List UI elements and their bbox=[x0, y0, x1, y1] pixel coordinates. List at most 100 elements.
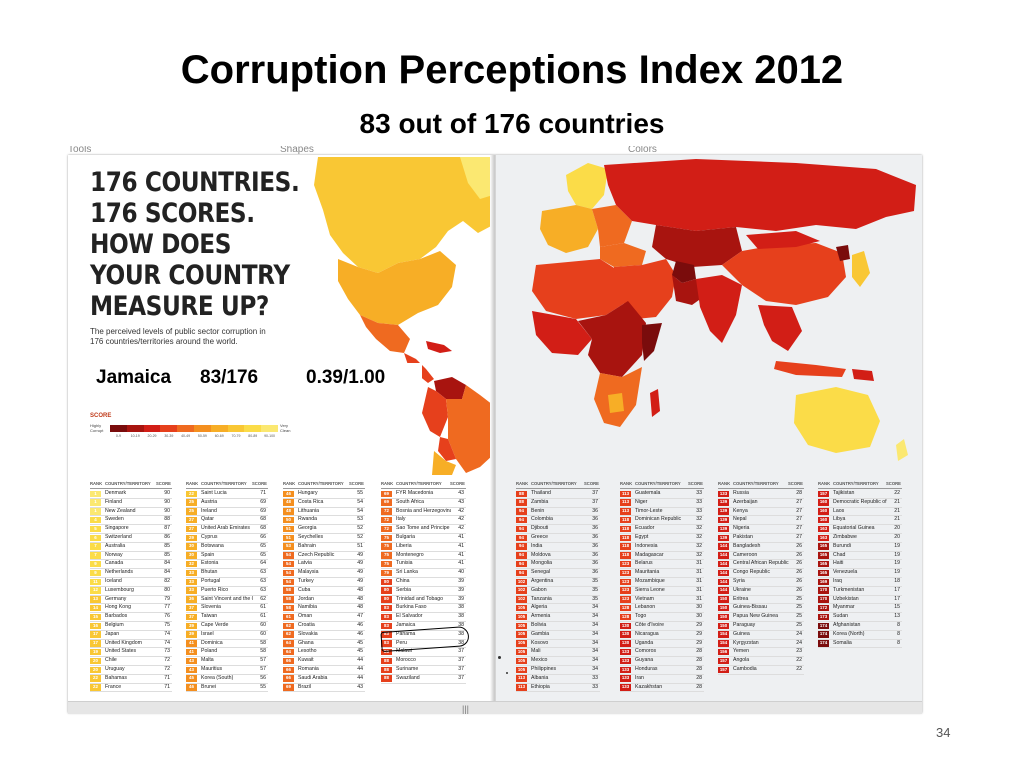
country-name: Belgium bbox=[105, 621, 124, 628]
country-score: 26 bbox=[796, 586, 802, 593]
country-name: Luxembourg bbox=[105, 586, 134, 593]
rank-badge: 6 bbox=[90, 534, 101, 541]
central-asia-shape bbox=[652, 225, 742, 267]
country-name: Russia bbox=[733, 490, 749, 496]
legend-tick-label: 30-39 bbox=[164, 434, 174, 438]
table-row: 169 Iraq 18 bbox=[818, 578, 902, 587]
table-row: 133 Guyana 28 bbox=[620, 657, 704, 666]
country-name: Papua New Guinea bbox=[733, 613, 778, 620]
country-score: 74 bbox=[164, 630, 170, 637]
country-score: 37 bbox=[458, 657, 464, 664]
country-name: Nicaragua bbox=[635, 630, 659, 637]
table-row: 19 United States 73 bbox=[90, 648, 172, 658]
table-row: 1 New Zealand 90 bbox=[90, 508, 172, 517]
stray-mark bbox=[498, 656, 501, 659]
table-row: 48 Costa Rica 54 bbox=[283, 499, 365, 508]
table-row: 118 Egypt 32 bbox=[620, 534, 704, 543]
country-name: Uganda bbox=[635, 639, 654, 646]
table-row: 17 United Kingdom 74 bbox=[90, 640, 172, 649]
madagascar-shape bbox=[650, 389, 660, 417]
table-row: 113 Albania 33 bbox=[516, 675, 600, 684]
slide-title: Corruption Perceptions Index 2012 bbox=[180, 48, 844, 92]
country-score: 13 bbox=[894, 613, 900, 620]
country-name: Finland bbox=[105, 498, 123, 505]
rank-badge: 157 bbox=[718, 666, 729, 673]
country-name: Gabon bbox=[531, 586, 547, 593]
country-name: Singapore bbox=[105, 525, 129, 532]
rank-badge: 30 bbox=[186, 543, 197, 550]
rank-badge: 69 bbox=[283, 684, 294, 691]
table-row: 46 Brunei 55 bbox=[186, 684, 268, 693]
table-row: 41 Dominica 58 bbox=[186, 640, 268, 649]
table-row: 133 Russia 28 bbox=[718, 490, 804, 499]
country-name: Turkey bbox=[298, 577, 314, 584]
legend-swatch bbox=[110, 425, 127, 432]
table-row: 173 Sudan 13 bbox=[818, 613, 902, 622]
country-score: 19 bbox=[894, 569, 900, 576]
rank-badge: 133 bbox=[620, 675, 631, 682]
country-score: 79 bbox=[164, 595, 170, 602]
ribbon-shapes-label[interactable]: Shapes bbox=[280, 146, 314, 155]
scandinavia-shape bbox=[566, 163, 608, 209]
country-name: Timor-Leste bbox=[635, 507, 663, 514]
rank-badge: 5 bbox=[90, 525, 101, 533]
country-name: Senegal bbox=[531, 569, 551, 576]
country-name: Jamaica bbox=[396, 621, 416, 628]
table-row: 51 Georgia 52 bbox=[283, 525, 365, 534]
headline-line-3: HOW DOES bbox=[90, 229, 232, 260]
rank-badge: 51 bbox=[283, 534, 294, 541]
country-name: Albania bbox=[531, 674, 549, 681]
country-score: 39 bbox=[458, 595, 464, 602]
table-row: 150 Papua New Guinea 25 bbox=[718, 613, 804, 622]
table-row: 94 Moldova 36 bbox=[516, 552, 600, 561]
country-score: 32 bbox=[696, 533, 702, 540]
country-name: Myanmar bbox=[833, 604, 855, 611]
country-score: 27 bbox=[796, 507, 802, 514]
country-name: Cameroon bbox=[733, 551, 758, 558]
header-rank: RANK bbox=[90, 481, 103, 486]
legend-color-bar bbox=[110, 425, 278, 432]
country-score: 39 bbox=[458, 586, 464, 593]
header-rank: RANK bbox=[718, 481, 731, 486]
horizontal-scrollbar[interactable]: ||| bbox=[68, 701, 922, 714]
country-name: Tajikistan bbox=[833, 490, 855, 496]
country-score: 8 bbox=[897, 639, 900, 646]
table-row: 123 Mauritania 31 bbox=[620, 569, 704, 578]
country-score: 28 bbox=[696, 674, 702, 681]
country-score: 34 bbox=[592, 648, 598, 655]
americas-map bbox=[314, 157, 493, 475]
country-score: 41 bbox=[458, 542, 464, 549]
table-row: 36 Saint Vincent and the Grenadines 62 bbox=[186, 596, 268, 605]
rank-badge: 20 bbox=[90, 666, 101, 673]
table-row: 22 Bahamas 71 bbox=[90, 675, 172, 684]
ranking-column-1: RANK COUNTRY/TERRITORY SCORE 1 Denmark 90 1 Fin… bbox=[90, 481, 172, 693]
country-score: 33 bbox=[696, 498, 702, 505]
table-row: 94 India 36 bbox=[516, 543, 600, 552]
table-row: 165 Haiti 19 bbox=[818, 560, 902, 570]
country-score: 34 bbox=[592, 657, 598, 664]
table-row: 58 Cuba 48 bbox=[283, 587, 365, 596]
country-name: Iran bbox=[635, 674, 644, 681]
country-score: 57 bbox=[260, 665, 266, 672]
country-score: 28 bbox=[696, 657, 702, 664]
country-name: United States bbox=[105, 648, 137, 655]
country-score: 37 bbox=[592, 498, 598, 505]
rank-badge: 169 bbox=[818, 578, 829, 585]
country-name: Panama bbox=[396, 630, 416, 637]
magazine-spread: 176 COUNTRIES. 176 SCORES. HOW DOES YOUR… bbox=[68, 155, 922, 714]
rank-badge: 133 bbox=[620, 648, 631, 656]
country-score: 64 bbox=[260, 560, 266, 567]
header-country: COUNTRY/TERRITORY bbox=[733, 481, 779, 486]
country-name: United Arab Emirates bbox=[201, 525, 251, 532]
country-name: Morocco bbox=[396, 657, 416, 664]
scroll-grip-icon[interactable]: ||| bbox=[462, 704, 470, 714]
country-score: 31 bbox=[696, 577, 702, 584]
country-name: Belarus bbox=[635, 560, 653, 567]
ribbon-colors-label[interactable]: Colors bbox=[628, 146, 657, 155]
ribbon-tools-label[interactable]: Tools bbox=[68, 146, 92, 155]
country-name: Angola bbox=[733, 657, 750, 664]
country-name: Portugal bbox=[201, 577, 221, 584]
rank-badge: 7 bbox=[90, 552, 101, 559]
table-row: 7 Australia 85 bbox=[90, 543, 172, 552]
country-score: 26 bbox=[796, 569, 802, 576]
